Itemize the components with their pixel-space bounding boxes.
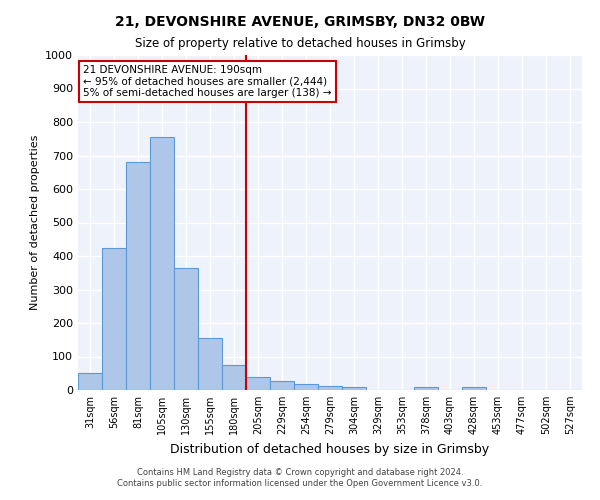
Y-axis label: Number of detached properties: Number of detached properties (29, 135, 40, 310)
Bar (246, 378, 270, 390)
Text: Contains HM Land Registry data © Crown copyright and database right 2024.
Contai: Contains HM Land Registry data © Crown c… (118, 468, 482, 487)
Bar (222, 365, 246, 390)
Bar (102, 248, 126, 390)
Bar (294, 384, 318, 390)
Bar (342, 388, 366, 390)
Text: 21 DEVONSHIRE AVENUE: 190sqm
← 95% of detached houses are smaller (2,444)
5% of : 21 DEVONSHIRE AVENUE: 190sqm ← 95% of de… (83, 65, 332, 98)
Text: 21, DEVONSHIRE AVENUE, GRIMSBY, DN32 0BW: 21, DEVONSHIRE AVENUE, GRIMSBY, DN32 0BW (115, 15, 485, 29)
Bar (78, 373, 102, 390)
Bar (462, 388, 486, 390)
Bar (126, 162, 150, 390)
Bar (150, 137, 174, 390)
Bar (174, 268, 198, 390)
Bar (318, 386, 342, 390)
X-axis label: Distribution of detached houses by size in Grimsby: Distribution of detached houses by size … (170, 442, 490, 456)
Bar (414, 388, 438, 390)
Text: Size of property relative to detached houses in Grimsby: Size of property relative to detached ho… (134, 38, 466, 51)
Bar (270, 380, 294, 390)
Bar (198, 338, 222, 390)
